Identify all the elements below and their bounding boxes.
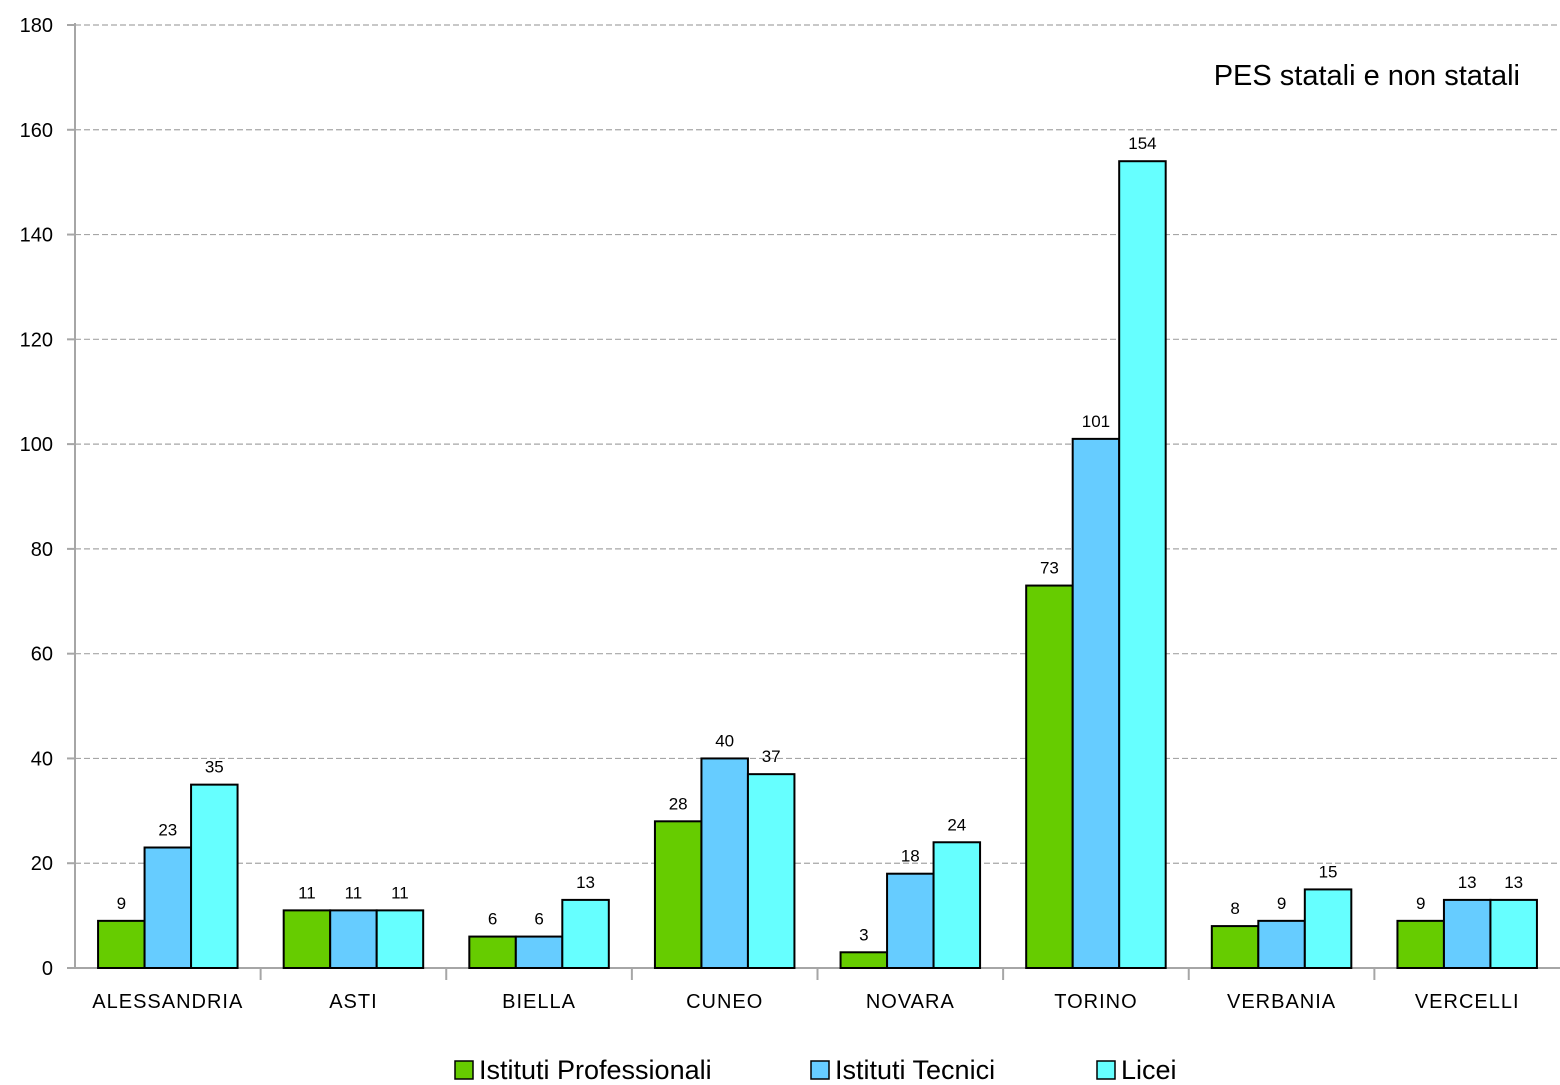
data-label: 23 xyxy=(158,821,177,840)
data-label: 9 xyxy=(1277,894,1286,913)
x-tick-label: TORINO xyxy=(1054,991,1137,1013)
data-label: 15 xyxy=(1319,862,1338,881)
data-label: 11 xyxy=(391,883,409,902)
x-tick-label: CUNEO xyxy=(686,991,763,1013)
bar xyxy=(514,935,564,969)
data-label: 6 xyxy=(488,910,497,929)
chart-title: PES statali e non statali xyxy=(1214,60,1520,92)
bar xyxy=(1025,584,1074,969)
bars xyxy=(97,160,1538,970)
bar xyxy=(1396,919,1445,969)
bar xyxy=(1210,925,1260,969)
bar xyxy=(329,909,378,969)
x-tick-label: ASTI xyxy=(329,991,377,1013)
bar xyxy=(190,783,239,970)
x-tick-label: VERBANIA xyxy=(1227,991,1336,1013)
data-label: 28 xyxy=(669,794,688,813)
data-label: 13 xyxy=(1504,873,1523,892)
y-tick-label: 160 xyxy=(20,120,53,142)
data-labels: 9 23 35 11 11 11 6 6 13 28 40 37 3 18 24 73 101 154 8 9 15 9 1… xyxy=(117,134,1524,944)
bar xyxy=(886,872,935,970)
bar xyxy=(468,935,517,969)
gridlines xyxy=(75,24,1560,864)
y-tick-label: 80 xyxy=(31,539,53,561)
data-label: 101 xyxy=(1082,412,1110,431)
data-label: 40 xyxy=(715,731,734,750)
data-label: 9 xyxy=(117,894,126,913)
bar xyxy=(1071,437,1121,970)
x-tick-label: VERCELLI xyxy=(1415,991,1520,1013)
bar xyxy=(375,909,425,969)
bar xyxy=(282,909,332,969)
bar xyxy=(1303,888,1353,970)
y-tick-label: 120 xyxy=(20,329,53,351)
bar xyxy=(1257,919,1306,969)
data-label: 8 xyxy=(1230,899,1239,918)
bar xyxy=(932,841,982,969)
data-label: 13 xyxy=(576,873,595,892)
bar xyxy=(561,898,610,970)
data-label: 11 xyxy=(345,883,363,902)
data-label: 18 xyxy=(901,847,920,866)
data-label: 3 xyxy=(859,925,868,944)
legend: Istituti Professionali Istituti Tecnici Li… xyxy=(454,1055,1177,1085)
y-tick-label: 20 xyxy=(31,853,53,875)
legend-swatch xyxy=(1096,1060,1116,1080)
bar xyxy=(839,951,889,969)
x-tick-label: NOVARA xyxy=(866,991,955,1013)
bar xyxy=(97,919,146,969)
axes: 0 20 40 60 80 100 120 140 160 180 ALESSANDRIA ASTI B… xyxy=(20,15,1560,1013)
data-label: 6 xyxy=(534,910,543,929)
data-label: 11 xyxy=(298,883,316,902)
data-label: 154 xyxy=(1128,134,1156,153)
data-label: 9 xyxy=(1416,894,1425,913)
legend-swatch xyxy=(454,1060,474,1080)
y-tick-label: 60 xyxy=(31,644,53,666)
legend-label: Istituti Tecnici xyxy=(835,1055,995,1085)
bar xyxy=(746,773,796,970)
bar xyxy=(1489,898,1538,970)
data-label: 13 xyxy=(1458,873,1477,892)
x-tick-label: BIELLA xyxy=(502,991,576,1013)
y-tick-label: 40 xyxy=(31,748,53,770)
data-label: 73 xyxy=(1040,559,1059,578)
legend-label: Istituti Professionali xyxy=(479,1055,712,1085)
x-tick-label: ALESSANDRIA xyxy=(92,991,243,1013)
bar xyxy=(700,757,749,970)
y-tick-label: 0 xyxy=(42,958,53,980)
y-tick-label: 100 xyxy=(20,434,53,456)
y-tick-label: 140 xyxy=(20,225,53,247)
bar xyxy=(1118,160,1167,969)
bar xyxy=(143,846,193,969)
legend-swatch xyxy=(810,1060,830,1080)
bar xyxy=(1442,898,1492,970)
bar xyxy=(653,820,703,969)
data-label: 24 xyxy=(947,815,966,834)
y-tick-label: 180 xyxy=(20,15,53,37)
data-label: 37 xyxy=(762,747,781,766)
data-label: 35 xyxy=(205,758,224,777)
legend-label: Licei xyxy=(1121,1055,1177,1085)
